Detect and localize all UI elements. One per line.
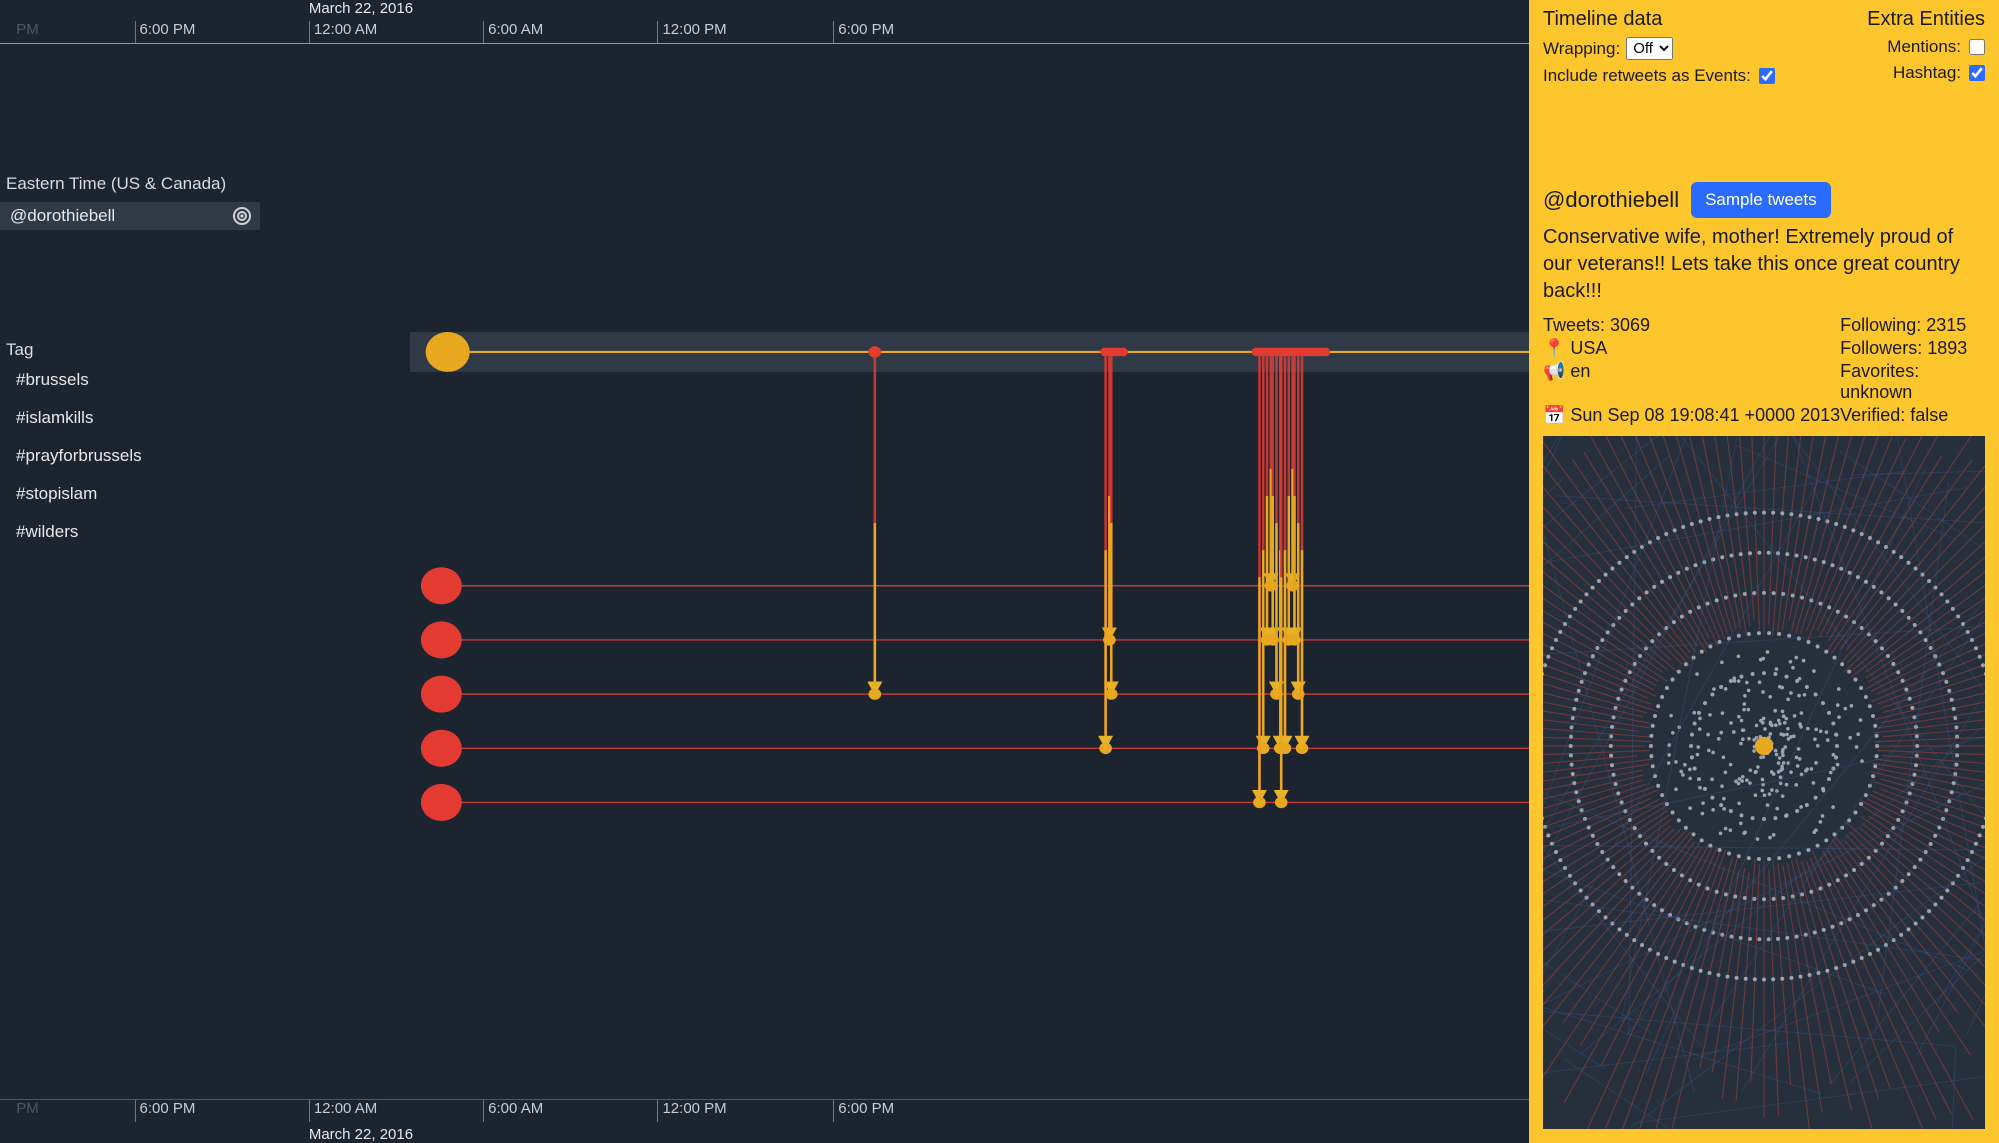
tz-section-header: Eastern Time (US & Canada) — [6, 174, 226, 194]
stat-followers: Followers: 1893 — [1840, 338, 1985, 359]
stat-verified: Verified: false — [1840, 405, 1985, 426]
wrapping-select[interactable]: OffOn — [1626, 37, 1673, 60]
profile-block: @dorothiebell Sample tweets Conservative… — [1543, 182, 1985, 426]
hashtag-checkbox[interactable] — [1969, 65, 1985, 81]
profile-bio: Conservative wife, mother! Extremely pro… — [1543, 224, 1985, 305]
stat-tweets: Tweets: 3069 — [1543, 315, 1840, 336]
sample-tweets-button[interactable]: Sample tweets — [1691, 182, 1831, 218]
retweets-checkbox[interactable] — [1759, 68, 1775, 84]
account-row[interactable]: @dorothiebell — [0, 202, 260, 230]
stat-lang: 📢 en — [1543, 361, 1840, 403]
tag-label[interactable]: #stopislam — [16, 484, 97, 504]
target-icon[interactable] — [232, 206, 252, 226]
wrapping-label: Wrapping: — [1543, 39, 1620, 59]
timeline-data-heading: Timeline data — [1543, 8, 1775, 31]
mentions-label: Mentions: — [1887, 37, 1961, 57]
profile-handle: @dorothiebell — [1543, 187, 1679, 213]
track-labels: Eastern Time (US & Canada) @dorothiebell… — [0, 0, 260, 1143]
tag-label[interactable]: #wilders — [16, 522, 78, 542]
stat-created: 📅 Sun Sep 08 19:08:41 +0000 2013 — [1543, 405, 1840, 426]
stat-favorites: Favorites: unknown — [1840, 361, 1985, 403]
mentions-checkbox[interactable] — [1969, 39, 1985, 55]
tag-label[interactable]: #prayforbrussels — [16, 446, 142, 466]
axis-date-top: March 22, 2016 — [309, 0, 413, 17]
retweets-label: Include retweets as Events: — [1543, 66, 1751, 86]
tag-label[interactable]: #brussels — [16, 370, 89, 390]
tag-section-header: Tag — [6, 340, 33, 360]
tag-label[interactable]: #islamkills — [16, 408, 93, 428]
sidebar: Timeline data Wrapping: OffOn Include re… — [1529, 0, 1999, 1143]
hashtag-label: Hashtag: — [1893, 63, 1961, 83]
timeline-panel[interactable]: March 22, 2016 PM6:00 PM12:00 AM6:00 AM1… — [0, 0, 1529, 1143]
extra-entities-heading: Extra Entities — [1867, 8, 1985, 31]
network-graph-thumb[interactable] — [1543, 436, 1985, 1129]
account-handle: @dorothiebell — [10, 206, 115, 226]
axis-date-bottom: March 22, 2016 — [309, 1126, 413, 1143]
stat-following: Following: 2315 — [1840, 315, 1985, 336]
stat-location: 📍 USA — [1543, 338, 1840, 359]
